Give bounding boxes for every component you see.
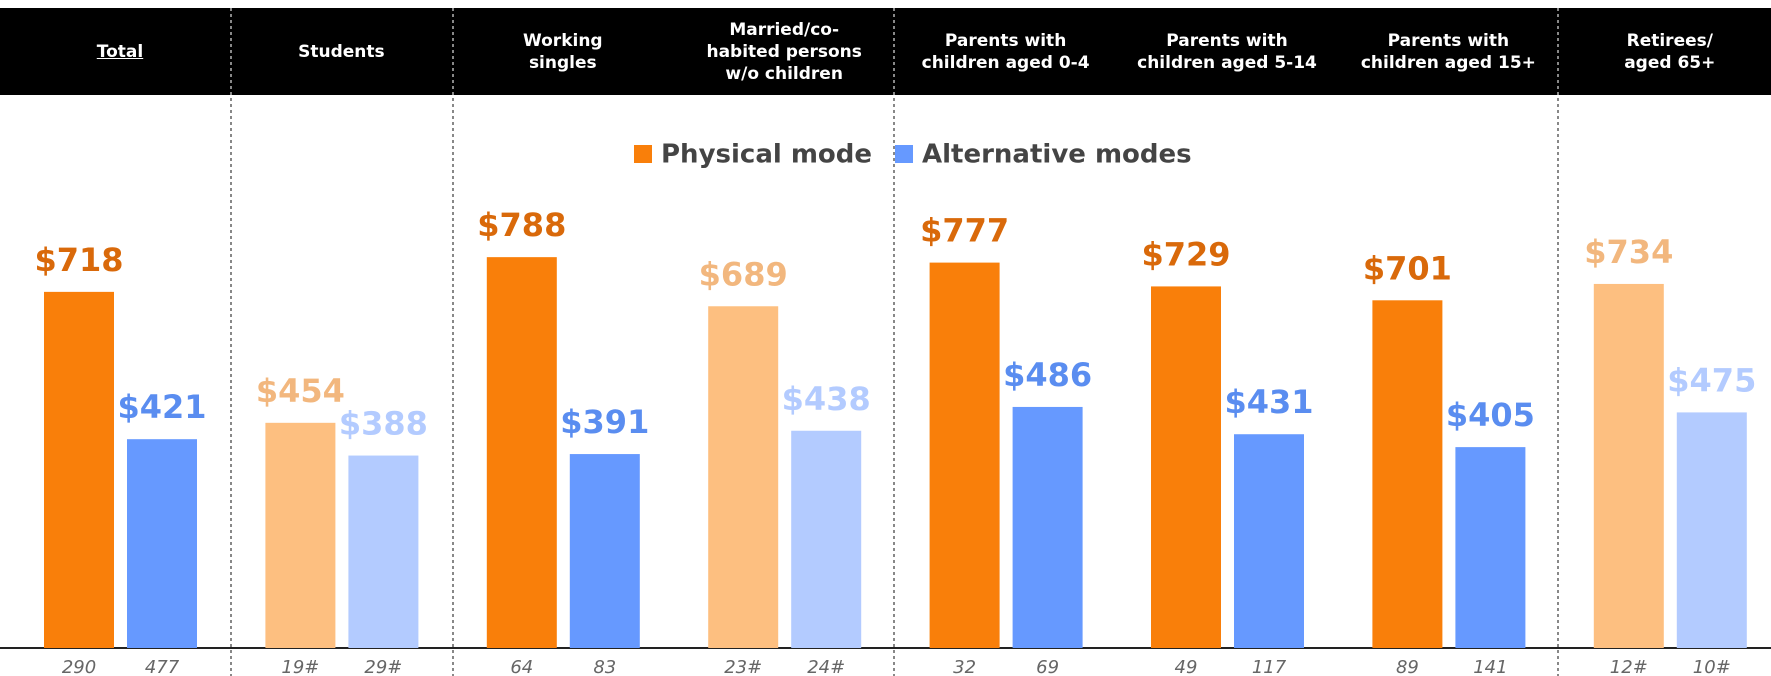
bar [348, 455, 419, 648]
bar [708, 306, 779, 648]
bar [1012, 406, 1083, 648]
bar [486, 257, 557, 648]
sample-label: 23# [724, 657, 762, 676]
legend-swatch [634, 145, 652, 163]
sample-label: 290 [62, 657, 96, 676]
bar [929, 262, 1000, 648]
value-label: $421 [117, 388, 206, 426]
legend-swatch [895, 145, 913, 163]
bar [1151, 286, 1221, 648]
value-label: $729 [1141, 235, 1230, 273]
bar [265, 422, 336, 648]
legend-label: Alternative modes [922, 140, 1192, 170]
value-label: $438 [782, 380, 871, 418]
bar [791, 430, 862, 648]
bar [1593, 283, 1664, 648]
bar [127, 439, 197, 648]
sample-label: 117 [1252, 657, 1287, 676]
category-header: Parents with children aged 0-4 [921, 30, 1090, 73]
bar [44, 291, 114, 648]
sample-label: 89 [1396, 657, 1419, 676]
bar [1234, 434, 1304, 648]
value-label: $788 [477, 206, 566, 244]
sample-label: 477 [145, 657, 180, 676]
legend-label: Physical mode [661, 140, 872, 170]
sample-label: 69 [1036, 657, 1059, 676]
bar [1455, 447, 1526, 648]
category-header: Parents with children aged 5-14 [1137, 30, 1317, 73]
value-label: $431 [1224, 383, 1313, 421]
sample-label: 64 [510, 657, 533, 676]
sample-label: 29# [364, 657, 402, 676]
category-header: Parents with children aged 15+ [1360, 30, 1536, 73]
category-header: Total [96, 41, 144, 62]
sample-label: 10# [1693, 657, 1731, 676]
sample-label: 19# [281, 657, 319, 676]
value-label: $388 [339, 405, 428, 443]
value-label: $777 [920, 212, 1009, 250]
sample-label: 12# [1610, 657, 1648, 676]
bar [569, 454, 640, 648]
separators [230, 8, 1559, 676]
sample-label: 24# [807, 657, 845, 676]
value-label: $405 [1446, 396, 1535, 434]
value-label: $391 [560, 403, 649, 441]
sample-label: 32 [953, 657, 976, 676]
value-label: $701 [1363, 249, 1452, 287]
sample-label: 83 [593, 657, 616, 676]
bar [1676, 412, 1747, 648]
category-header: Working singles [522, 30, 603, 73]
sample-label: 49 [1175, 657, 1198, 676]
value-label: $486 [1003, 356, 1092, 394]
category-header: Retirees/ aged 65+ [1624, 30, 1716, 73]
bar [1372, 300, 1443, 648]
value-label: $689 [699, 255, 788, 293]
value-label: $454 [256, 372, 345, 410]
value-label: $475 [1667, 361, 1756, 399]
sample-label: 141 [1473, 657, 1507, 676]
category-header: Students [298, 41, 385, 62]
category-header: Married/co- habited persons w/o children [706, 19, 862, 84]
value-label: $734 [1584, 233, 1673, 271]
value-label: $718 [34, 241, 123, 279]
header-bar [0, 8, 1771, 95]
